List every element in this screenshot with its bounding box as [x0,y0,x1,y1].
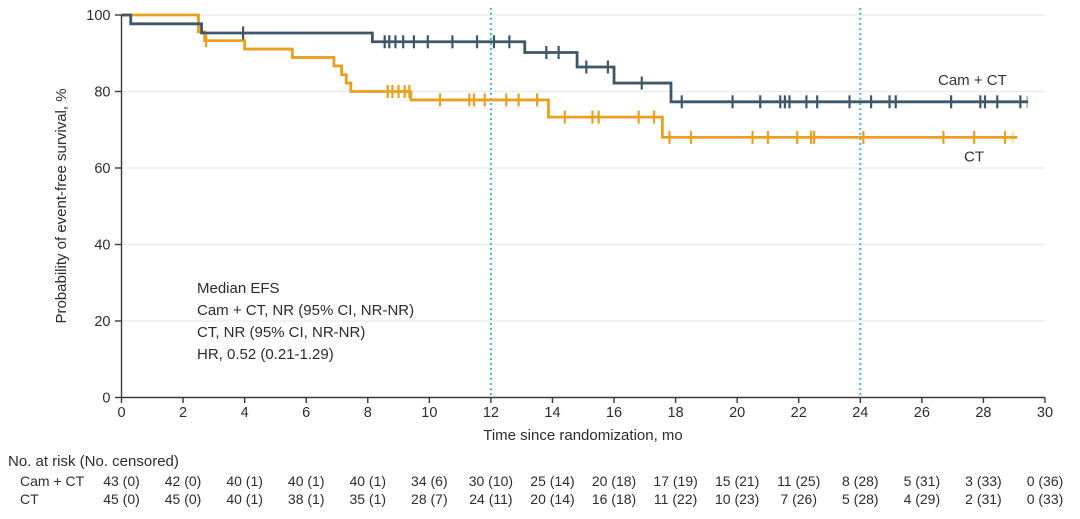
y-tick-label: 60 [94,161,110,177]
survival-curve-cam+ct [121,13,1029,104]
risk-value: 5 (28) [842,491,879,507]
annotation-line-cam-ct: Cam + CT, NR (95% CI, NR-NR) [197,302,414,319]
x-tick-label: 18 [668,405,684,421]
risk-value: 7 (26) [780,491,817,507]
risk-value: 42 (0) [165,473,202,489]
x-tick-label: 14 [544,405,560,421]
risk-value: 15 (21) [715,473,759,489]
x-tick-label: 4 [241,405,249,421]
y-tick-label: 0 [102,391,110,407]
risk-value: 28 (7) [411,491,448,507]
risk-value: 45 (0) [103,491,140,507]
landmark-reference-lines [489,8,862,398]
risk-value: 40 (1) [226,473,263,489]
risk-value: 25 (14) [530,473,574,489]
risk-table: No. at risk (No. censored) Cam + CT CT [8,453,179,507]
risk-value: 34 (6) [411,473,448,489]
x-tick-label: 0 [117,405,125,421]
y-tick-label: 20 [94,314,110,330]
risk-value: 2 (31) [965,491,1002,507]
x-tick-label: 20 [729,405,745,421]
risk-value: 17 (19) [653,473,697,489]
median-efs-annotation: Median EFS Cam + CT, NR (95% CI, NR-NR) … [197,280,414,363]
x-tick-label: 8 [364,405,372,421]
risk-value: 5 (31) [904,473,941,489]
risk-table-values: 43 (0) 42 (0) 40 (1) 40 (1) 40 (1) 34 (6) 30 (… [103,473,1063,507]
curve-label-ct: CT [964,148,984,165]
risk-value: 10 (23) [715,491,759,507]
annotation-line-hr: HR, 0.52 (0.21-1.29) [197,346,334,363]
x-axis-tick-labels: 0 2 4 6 8 10 12 14 16 18 20 22 24 26 28 30 [117,405,1053,421]
y-tick-label: 80 [94,85,110,101]
x-tick-label: 22 [791,405,807,421]
risk-value: 4 (29) [904,491,941,507]
risk-value: 3 (33) [965,473,1002,489]
x-tick-label: 30 [1037,405,1053,421]
risk-value: 43 (0) [103,473,140,489]
gridlines [121,14,1045,322]
survival-curves [121,13,1029,139]
y-tick-label: 40 [94,238,110,254]
x-tick-label: 24 [852,405,868,421]
risk-value: 38 (1) [288,491,325,507]
risk-value: 0 (33) [1027,491,1064,507]
risk-value: 45 (0) [165,491,202,507]
risk-value: 24 (11) [469,491,512,507]
risk-table-header: No. at risk (No. censored) [8,453,179,470]
x-tick-label: 26 [914,405,930,421]
censor-tick-marks [205,26,1029,144]
x-axis-title: Time since randomization, mo [483,427,683,444]
risk-value: 8 (28) [842,473,879,489]
risk-row-label-cam-ct: Cam + CT [20,473,85,489]
risk-value: 40 (1) [226,491,263,507]
curve-label-cam-ct: Cam + CT [938,72,1007,89]
risk-value: 16 (18) [592,491,636,507]
risk-row-label-ct: CT [20,491,39,507]
risk-value: 40 (1) [349,473,386,489]
risk-value: 40 (1) [288,473,325,489]
annotation-line-ct: CT, NR (95% CI, NR-NR) [197,324,365,341]
risk-value: 35 (1) [349,491,386,507]
x-tick-label: 6 [302,405,310,421]
y-tick-label: 100 [86,8,110,24]
x-tick-label: 10 [421,405,437,421]
risk-value: 20 (18) [592,473,636,489]
y-axis-tick-labels: 0 20 40 60 80 100 [86,8,110,407]
x-tick-label: 16 [606,405,622,421]
survival-curve-ct [121,13,1018,139]
risk-value: 11 (22) [654,491,697,507]
risk-value: 11 (25) [777,473,820,489]
axes [115,14,1046,403]
risk-value: 0 (36) [1027,473,1064,489]
x-tick-label: 2 [179,405,187,421]
risk-value: 30 (10) [469,473,513,489]
risk-value: 20 (14) [530,491,574,507]
y-axis-title: Probability of event-free survival, % [53,88,70,323]
x-tick-label: 12 [483,405,499,421]
x-tick-label: 28 [975,405,991,421]
annotation-line-median-efs: Median EFS [197,280,280,297]
